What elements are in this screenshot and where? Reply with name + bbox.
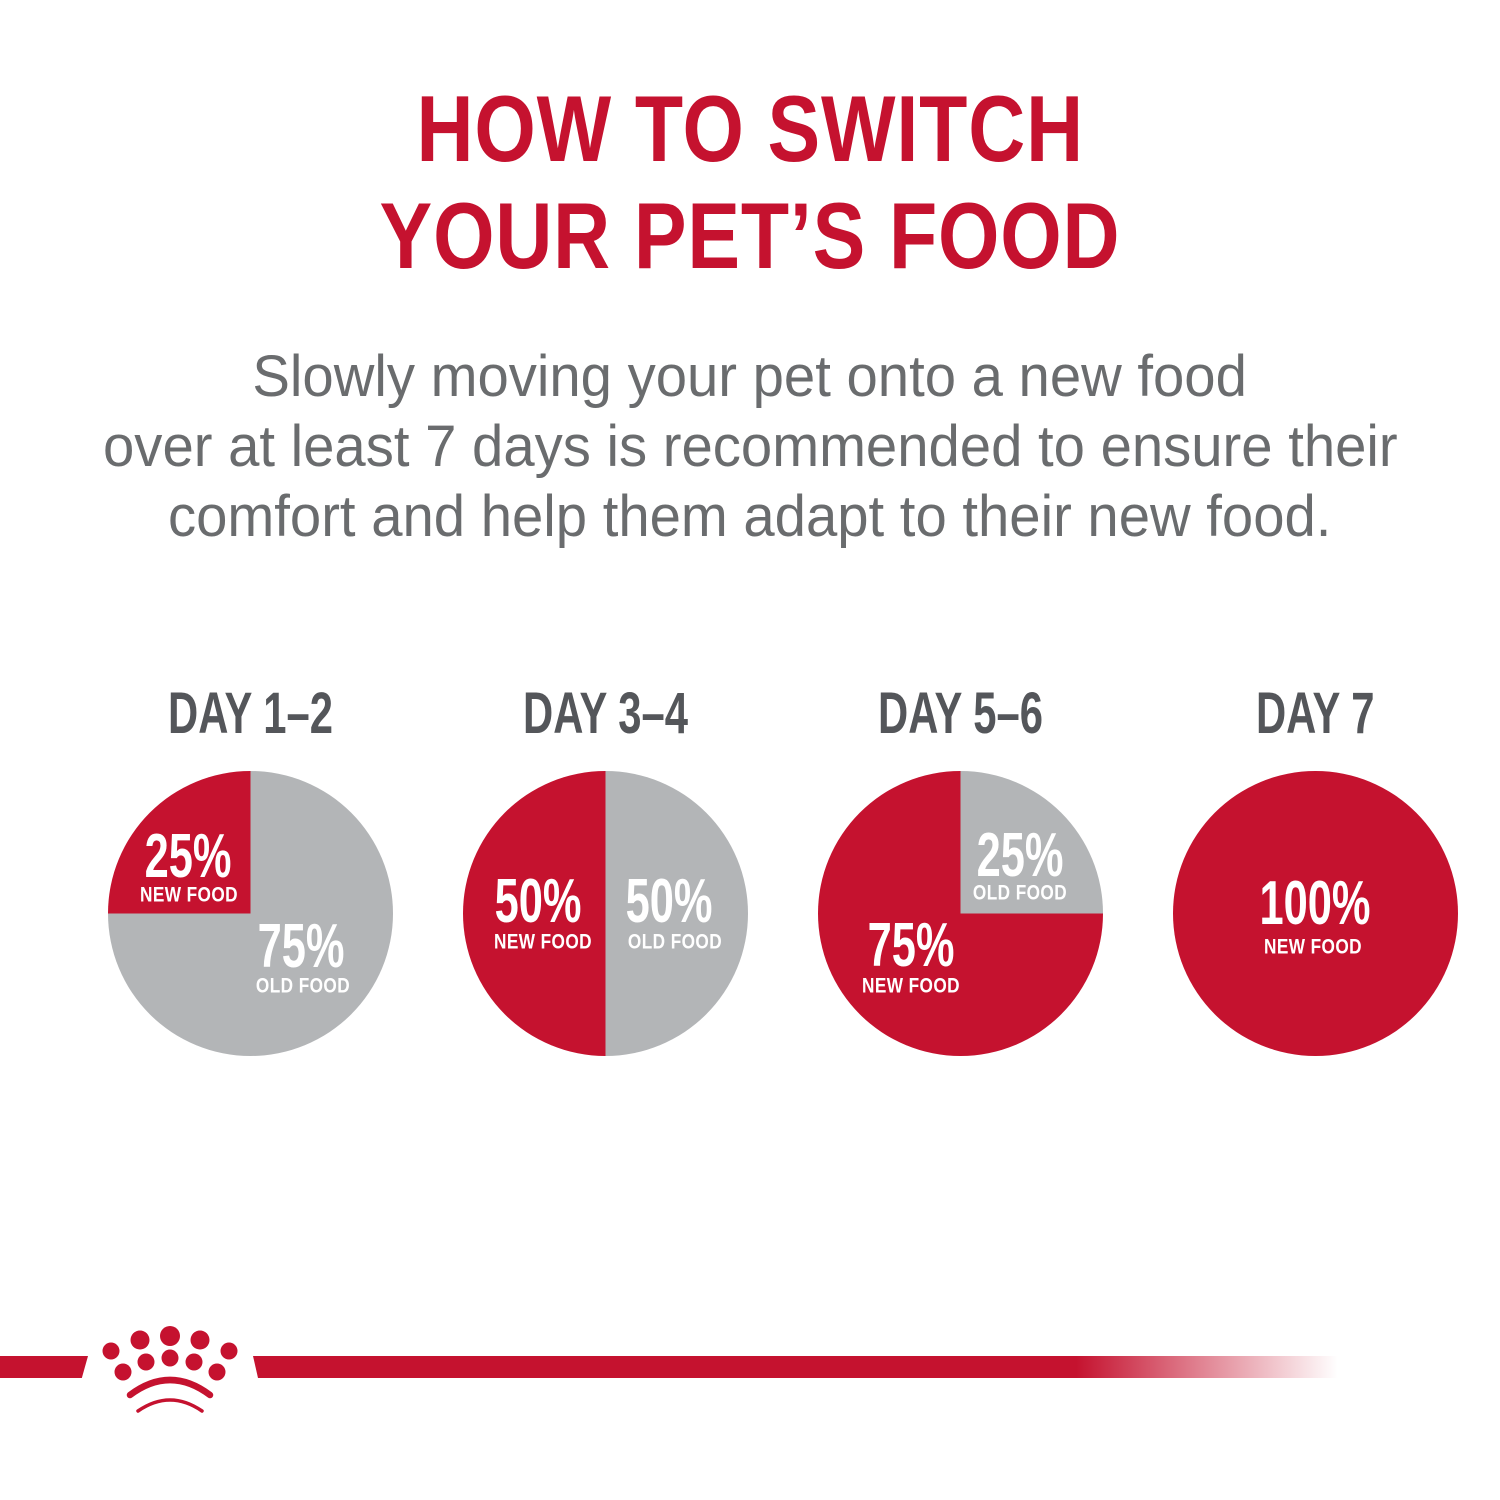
slice-percent-new-food: 25%	[144, 822, 231, 891]
slice-percent-new-food: 100%	[1259, 868, 1371, 938]
slice-name-new-food: NEW FOOD	[140, 883, 238, 906]
page-title-line2: YOUR PET’S FOOD	[379, 183, 1121, 288]
subtitle-line2: over at least 7 days is recommended to e…	[102, 414, 1398, 479]
day-group-7: DAY 7 100% NEW FOOD	[1172, 681, 1458, 1210]
slice-percent-old-food: 75%	[257, 911, 345, 981]
slice-percent-new-food: 50%	[494, 867, 582, 936]
slice-name-new-food: NEW FOOD	[861, 974, 960, 997]
slice-name-old-food: OLD FOOD	[255, 974, 351, 997]
pie-chart-day-3-4: 50% NEW FOOD 50% OLD FOOD	[462, 771, 748, 1056]
day-group-3-4: DAY 3–4 50% NEW FOOD 50% OLD FOOD	[462, 681, 748, 1210]
slice-percent-old-food: 50%	[625, 867, 713, 936]
pie-chart-day-5-6: 25% OLD FOOD 75% NEW FOOD	[817, 771, 1103, 1056]
day-label-3-4: DAY 3–4	[522, 681, 688, 746]
slice-percent-old-food: 25%	[976, 820, 1063, 890]
slice-name-old-food: OLD FOOD	[627, 930, 723, 954]
day-label-1-2: DAY 1–2	[167, 681, 333, 746]
footer-divider-bar-left	[0, 1356, 88, 1378]
day-label-7: DAY 7	[1255, 681, 1375, 746]
subtitle-text: Slowly moving your pet onto a new food o…	[0, 342, 1500, 552]
subtitle-line1: Slowly moving your pet onto a new food	[252, 344, 1248, 409]
page-title: HOW TO SWITCH YOUR PET’S FOOD	[0, 75, 1500, 289]
day-group-5-6: DAY 5–6 25% OLD FOOD 75% NEW FOOD	[817, 681, 1103, 1210]
footer-divider-bar-right	[253, 1356, 1500, 1378]
pie-chart-day-7: 100% NEW FOOD	[1172, 771, 1458, 1056]
slice-name-old-food: OLD FOOD	[972, 881, 1068, 905]
slice-percent-new-food: 75%	[867, 910, 955, 980]
slice-name-new-food: NEW FOOD	[493, 930, 592, 954]
royal-canin-crown-icon	[102, 1326, 238, 1413]
day-label-5-6: DAY 5–6	[877, 681, 1043, 746]
slice-name-new-food: NEW FOOD	[1264, 935, 1362, 959]
page-title-line1: HOW TO SWITCH	[416, 76, 1084, 181]
subtitle-line3: comfort and help them adapt to their new…	[168, 484, 1332, 549]
pie-chart-day-1-2: 25% NEW FOOD 75% OLD FOOD	[107, 771, 393, 1056]
day-group-1-2: DAY 1–2 25% NEW FOOD 75% OLD FOOD	[107, 681, 393, 1210]
